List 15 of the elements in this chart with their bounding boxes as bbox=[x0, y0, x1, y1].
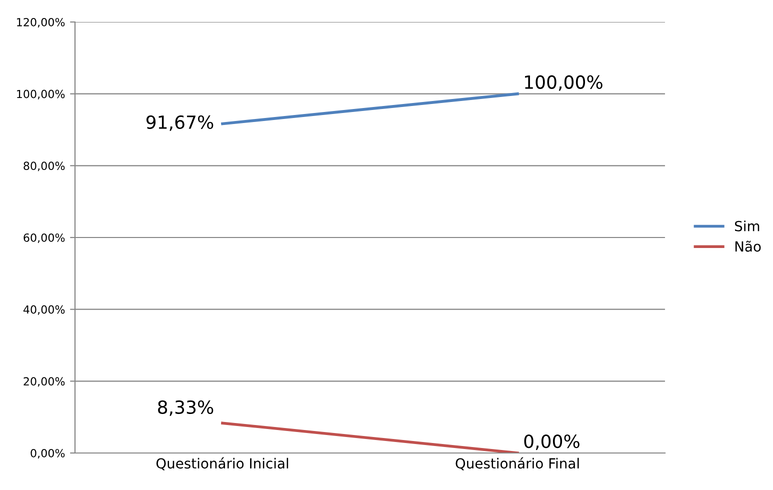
y-tick-label: 100,00% bbox=[17, 90, 65, 100]
data-label: 91,67% bbox=[146, 115, 214, 131]
y-tick-label: 60,00% bbox=[24, 233, 65, 244]
data-label: 8,33% bbox=[158, 400, 214, 416]
data-label: 100,00% bbox=[525, 75, 602, 91]
y-tick-label: 120,00% bbox=[17, 18, 65, 28]
legend-label: Sim bbox=[735, 220, 760, 232]
x-tick-label: Questionário Inicial bbox=[156, 457, 288, 470]
y-tick-label: 40,00% bbox=[23, 305, 65, 315]
y-tick-label: 80,00% bbox=[24, 162, 65, 172]
y-tick-label: 0,00% bbox=[30, 448, 65, 459]
legend-label: Não bbox=[735, 240, 761, 252]
data-label: 0,00% bbox=[524, 434, 580, 450]
y-tick-label: 20,00% bbox=[24, 377, 65, 387]
x-tick-label: Questionário Final bbox=[456, 457, 579, 470]
